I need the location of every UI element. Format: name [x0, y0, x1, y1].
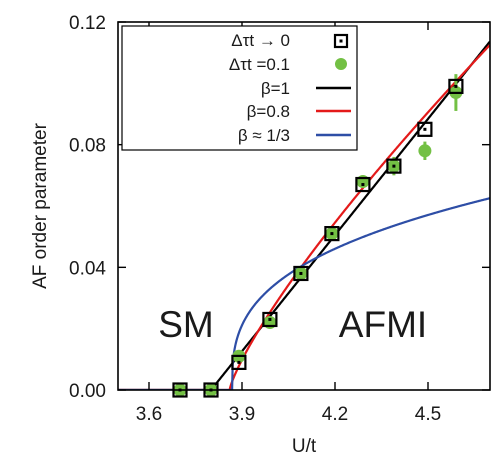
- y-tick-label: 0.12: [69, 13, 106, 34]
- legend-label-beta1: β=1: [261, 79, 290, 98]
- axis-ticks: 3.6 3.9 4.2 4.5 0.00 0.04 0.08 0.12: [69, 13, 490, 425]
- x-tick-label: 3.6: [136, 404, 162, 425]
- square-point: [293, 265, 309, 282]
- green-circle-point: [418, 144, 432, 158]
- square-point: [231, 354, 247, 370]
- plot-frame: [117, 21, 491, 391]
- square-point: [262, 311, 278, 328]
- legend-marker-square-dot: [339, 39, 343, 43]
- x-tick-label: 4.5: [415, 404, 441, 425]
- square-point-dot: [454, 84, 458, 88]
- square-point-dot: [392, 164, 396, 168]
- square-point: [386, 158, 402, 174]
- y-axis-label: AF order parameter: [30, 122, 51, 288]
- fit-curve-2: [118, 197, 490, 390]
- square-point-dot: [268, 317, 272, 321]
- x-tick-label: 3.9: [229, 404, 255, 425]
- legend-marker-square: [333, 33, 349, 49]
- region-label-afmi: AFMI: [339, 304, 427, 345]
- region-label-sm: SM: [158, 304, 214, 345]
- square-point-dot: [423, 127, 427, 131]
- legend-label-beta13: β ≈ 1/3: [238, 126, 290, 145]
- square-point: [448, 78, 464, 95]
- x-axis-label: U/t: [292, 436, 317, 457]
- square-point: [355, 176, 371, 193]
- legend-marker-circle: [335, 58, 347, 70]
- square-point-dot: [299, 271, 303, 275]
- y-tick-label: 0.08: [69, 136, 106, 157]
- legend-label-dt0: Δτt → 0: [231, 31, 290, 50]
- y-tick-label: 0.00: [69, 381, 106, 402]
- data-markers: [172, 74, 464, 398]
- square-point: [417, 121, 433, 137]
- square-point-dot: [361, 183, 365, 187]
- legend-label-dt01: Δτt =0.1: [229, 55, 290, 74]
- y-tick-label: 0.04: [69, 258, 106, 279]
- x-tick-label: 4.2: [322, 404, 348, 425]
- square-point-dot: [330, 232, 334, 236]
- square-point-dot: [237, 360, 241, 364]
- legend: Δτt → 0 Δτt =0.1 β=1 β=0.8 β ≈ 1/3: [121, 25, 358, 151]
- legend-label-beta08: β=0.8: [247, 102, 290, 121]
- fit-curve-1: [118, 44, 490, 390]
- square-point: [324, 226, 340, 242]
